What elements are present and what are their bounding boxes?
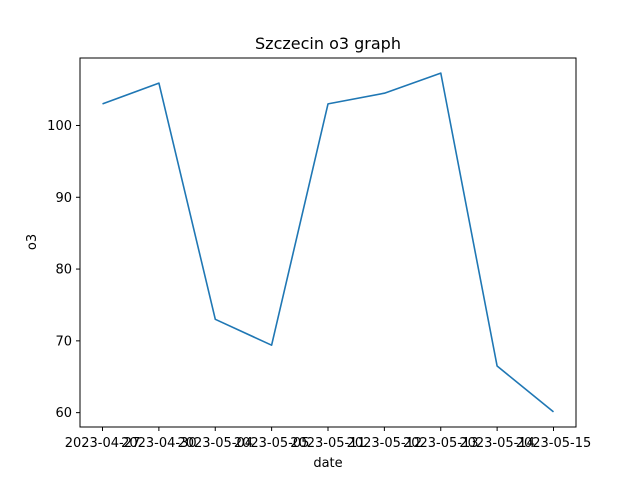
- x-tick-label: 2023-05-05: [234, 436, 310, 451]
- y-axis-ticks: 60 70 80 90 100: [47, 119, 80, 421]
- y-tick-label: 70: [55, 334, 72, 349]
- plot-area: [79, 57, 577, 428]
- x-tick-label: 2023-05-13: [403, 436, 479, 451]
- x-tick-label: 2023-04-30: [121, 436, 197, 451]
- y-tick-label: 60: [55, 406, 72, 421]
- x-tick-label: 2023-05-11: [290, 436, 366, 451]
- series-layer: [102, 72, 555, 413]
- x-tick-label: 2023-04-27: [65, 436, 141, 451]
- x-tick-label: 2023-05-04: [177, 436, 253, 451]
- chart-title: Szczecin o3 graph: [255, 34, 401, 53]
- series-line: [102, 72, 555, 413]
- y-tick-label: 80: [55, 263, 72, 278]
- x-axis-ticks: 2023-04-272023-04-302023-05-042023-05-05…: [65, 427, 592, 451]
- x-tick-label: 2023-05-14: [459, 436, 535, 451]
- x-tick-label: 2023-05-12: [347, 436, 423, 451]
- y-tick-label: 100: [47, 119, 72, 134]
- y-axis-label: o3: [25, 234, 40, 250]
- y-tick-label: 90: [55, 191, 72, 206]
- x-axis-label: date: [313, 456, 342, 471]
- x-tick-label: 2023-05-15: [516, 436, 592, 451]
